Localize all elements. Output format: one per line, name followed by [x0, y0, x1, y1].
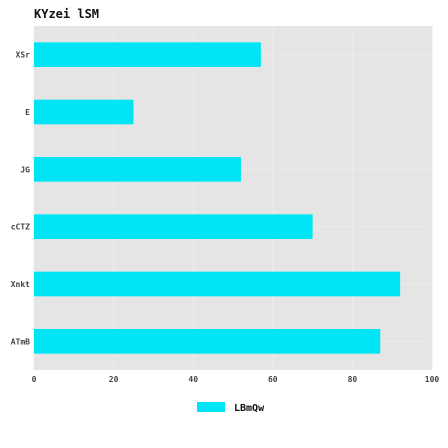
bar: [34, 329, 381, 354]
y-tick-label: Xnkt: [11, 280, 30, 289]
bar: [34, 214, 313, 239]
x-tick-label: 0: [32, 375, 37, 384]
y-tick-label: JG: [20, 165, 30, 174]
legend-label: LBmQw: [234, 403, 265, 414]
x-tick-label: 100: [425, 375, 440, 384]
x-axis-labels: 0 20 40 60 80 100: [32, 375, 440, 384]
x-tick-label: 60: [268, 375, 278, 384]
bars: [34, 42, 401, 354]
legend-swatch: [197, 402, 225, 412]
y-tick-label: E: [25, 108, 30, 117]
bar: [34, 42, 261, 67]
y-tick-label: XSr: [16, 51, 31, 60]
bar: [34, 271, 401, 297]
bar: [34, 99, 134, 125]
y-tick-label: ATmB: [11, 337, 30, 346]
legend: LBmQw: [197, 402, 265, 414]
chart-title: KYzei lSM: [34, 7, 99, 21]
x-tick-label: 40: [188, 375, 198, 384]
plot-area: [34, 26, 432, 370]
y-axis-labels: XSr E JG cCTZ Xnkt ATmB: [11, 51, 30, 347]
bar: [34, 157, 241, 182]
y-tick-label: cCTZ: [11, 223, 30, 232]
x-tick-label: 20: [109, 375, 119, 384]
x-tick-label: 80: [348, 375, 358, 384]
